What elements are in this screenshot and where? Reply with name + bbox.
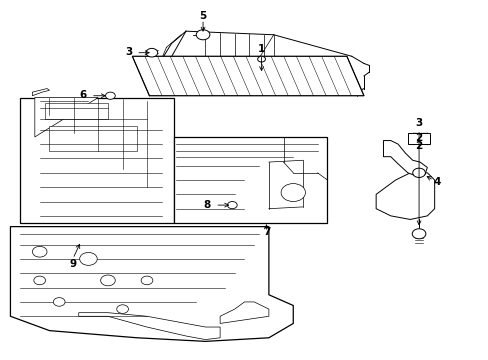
Polygon shape: [35, 98, 98, 137]
Text: 2: 2: [415, 141, 422, 151]
Polygon shape: [383, 140, 427, 176]
Text: 5: 5: [199, 11, 206, 21]
Circle shape: [101, 275, 115, 286]
Circle shape: [117, 305, 128, 314]
Circle shape: [53, 298, 65, 306]
Text: 6: 6: [79, 90, 86, 100]
Text: 1: 1: [257, 44, 264, 54]
Polygon shape: [375, 173, 434, 220]
Text: 9: 9: [69, 259, 76, 269]
Circle shape: [412, 168, 425, 177]
Polygon shape: [49, 126, 137, 151]
Polygon shape: [32, 89, 49, 96]
Text: 7: 7: [262, 227, 269, 237]
Circle shape: [32, 246, 47, 257]
Circle shape: [257, 56, 265, 62]
Polygon shape: [20, 98, 173, 223]
Bar: [407, 133, 429, 144]
Polygon shape: [220, 302, 268, 323]
Polygon shape: [79, 313, 220, 339]
Circle shape: [105, 92, 115, 99]
Circle shape: [411, 229, 425, 239]
Circle shape: [141, 276, 153, 285]
Circle shape: [281, 184, 305, 202]
Circle shape: [146, 48, 158, 57]
Text: 2: 2: [415, 134, 422, 143]
Circle shape: [80, 252, 97, 265]
Polygon shape: [173, 137, 327, 223]
Circle shape: [227, 202, 237, 209]
Polygon shape: [10, 226, 293, 341]
Polygon shape: [132, 56, 363, 96]
Circle shape: [34, 276, 45, 285]
Text: 3: 3: [124, 47, 132, 57]
Text: 4: 4: [432, 177, 440, 187]
Text: 3: 3: [415, 118, 422, 128]
Polygon shape: [44, 103, 108, 119]
Text: 8: 8: [203, 200, 211, 210]
Circle shape: [196, 30, 209, 40]
